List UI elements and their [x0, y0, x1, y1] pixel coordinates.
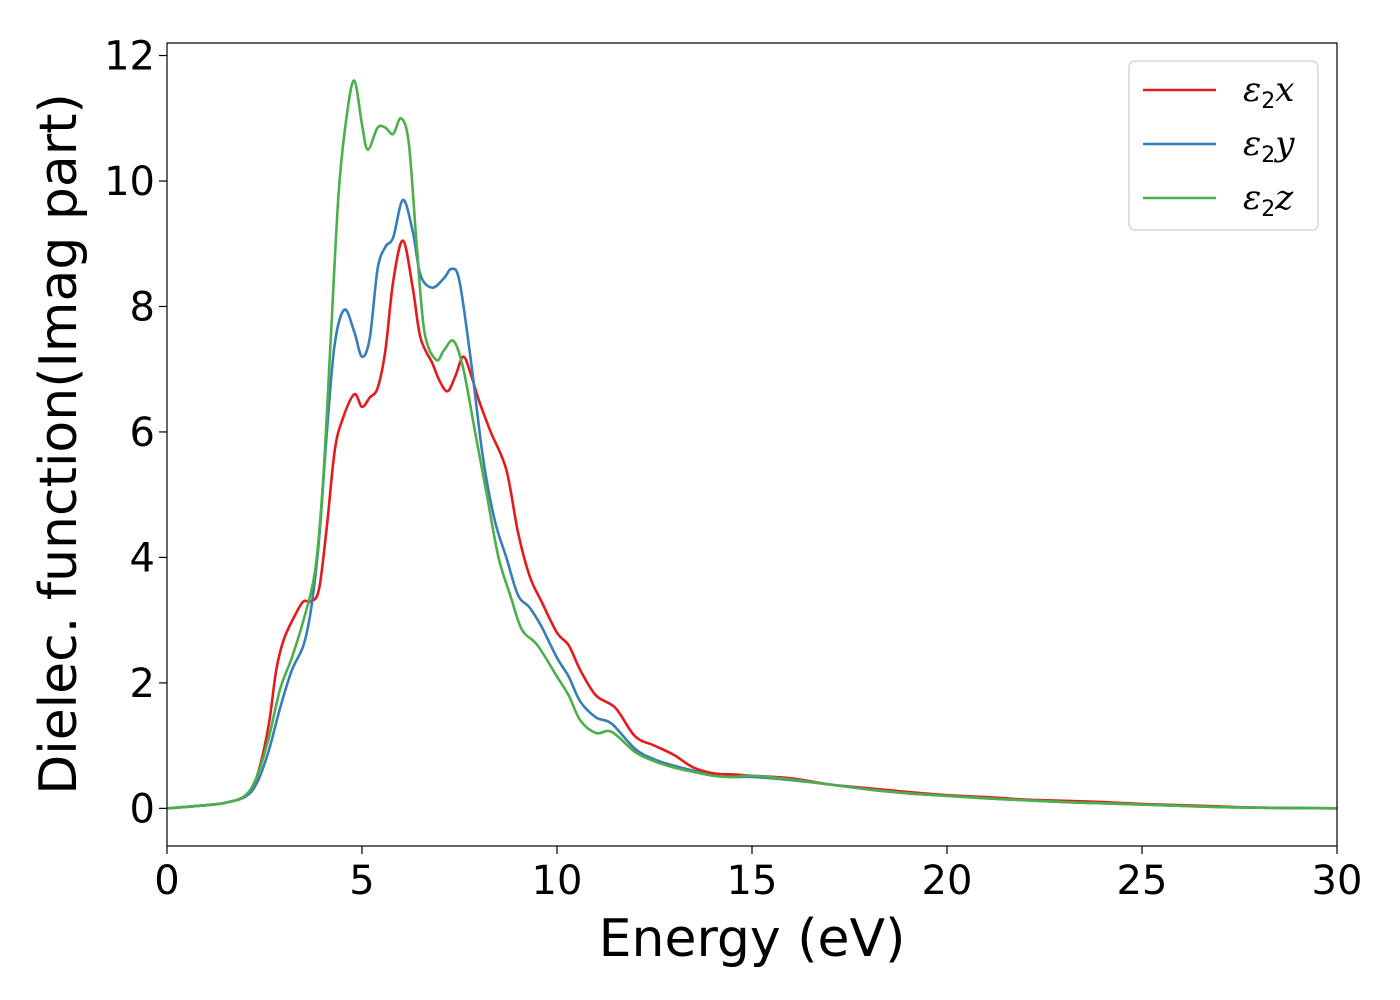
- y-tick-label: 10: [104, 159, 155, 205]
- legend-label-z: ε2z: [1243, 178, 1294, 222]
- x-axis-ticks: 0 5 10 15 20 25 30: [154, 846, 1362, 904]
- y-axis-ticks: 0 2 4 6 8 10 12: [104, 34, 167, 832]
- legend-label-x: ε2x: [1243, 70, 1294, 114]
- x-tick-label: 10: [532, 858, 583, 904]
- x-tick-label: 20: [922, 858, 973, 904]
- x-tick-label: 5: [349, 858, 374, 904]
- y-axis-label: Dielec. function(Imag part): [29, 93, 89, 795]
- x-tick-label: 0: [154, 858, 179, 904]
- y-tick-label: 12: [104, 34, 155, 80]
- series-line-z: [166, 79, 1338, 810]
- legend-box: [1128, 60, 1319, 231]
- series-layer: [166, 79, 1338, 810]
- y-tick-label: 6: [130, 410, 155, 456]
- legend-label-y: ε2y: [1243, 124, 1295, 168]
- x-axis-label: Energy (eV): [599, 909, 906, 969]
- y-tick-label: 8: [130, 284, 155, 330]
- y-tick-label: 4: [130, 535, 155, 581]
- y-tick-label: 0: [130, 786, 155, 832]
- x-tick-label: 15: [727, 858, 778, 904]
- x-tick-label: 25: [1117, 858, 1168, 904]
- x-tick-label: 30: [1312, 858, 1363, 904]
- y-tick-label: 2: [130, 661, 155, 707]
- legend: ε2x ε2y ε2z: [1128, 60, 1319, 231]
